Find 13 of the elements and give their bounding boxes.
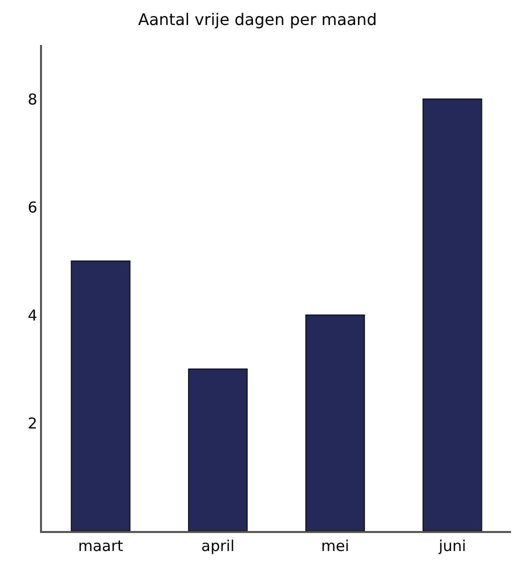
x-tick-label: april xyxy=(201,536,234,555)
bar xyxy=(422,98,482,531)
chart-title: Aantal vrije dagen per maand xyxy=(138,10,377,30)
bar xyxy=(70,260,130,531)
x-tick-label: mei xyxy=(321,536,350,555)
y-tick-label: 6 xyxy=(28,198,38,216)
bar xyxy=(188,368,248,531)
bar xyxy=(305,314,365,531)
y-tick-label: 8 xyxy=(28,90,38,108)
x-tick-label: juni xyxy=(438,536,466,555)
x-tick-label: maart xyxy=(78,536,124,555)
y-tick-label: 4 xyxy=(28,306,38,324)
y-tick-label: 2 xyxy=(28,414,38,432)
